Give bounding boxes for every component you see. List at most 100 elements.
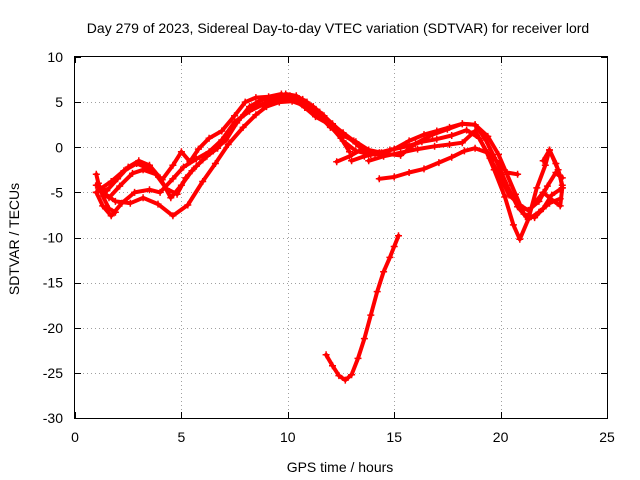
data-point [322,351,330,359]
y-tick-label: -5 [51,184,64,200]
data-point [354,354,362,362]
data-point [194,145,202,153]
data-point [390,243,398,250]
data-point [435,159,443,167]
data-point [158,176,166,184]
data-point [92,188,100,196]
data-point [460,147,468,155]
data-point [111,208,119,216]
data-point [275,98,283,106]
data-point [329,362,336,370]
data-point [458,139,466,147]
data-point [514,170,522,178]
data-point [531,199,539,207]
data-point [218,127,226,135]
data-point [418,138,426,146]
y-axis-label: SDTVAR / TECUs [6,183,22,295]
grid [75,57,607,418]
x-tick-label: 20 [493,429,509,445]
data-point [303,98,311,106]
data-point [326,122,334,130]
y-tick-label: 10 [47,49,63,65]
data-point [380,152,388,160]
data-point [339,137,347,145]
data-point [335,372,343,380]
x-tick-label: 10 [280,429,296,445]
data-point [390,173,398,181]
data-point [395,232,402,240]
data-point [246,103,253,111]
data-point [414,145,422,153]
data-point [177,181,185,189]
chart-title: Day 279 of 2023, Sidereal Day-to-day VTE… [87,20,589,36]
data-point [520,210,528,218]
data-point [367,311,375,319]
data-point [431,142,439,150]
data-point [105,205,113,213]
data-point [358,145,366,153]
data-point [501,193,509,201]
plot-frame [74,56,608,419]
data-point [531,214,539,222]
data-point [156,188,164,196]
data-point [222,136,230,144]
data-point [484,149,492,157]
y-tick-label: -25 [43,365,63,381]
data-point [111,197,119,205]
data-point [509,221,517,229]
data-point [373,288,381,296]
data-point [397,149,405,157]
data-point [233,119,241,127]
data-point [541,161,549,169]
data-point [239,123,247,131]
data-point [503,169,511,176]
data-point [205,134,213,142]
x-axis-label: GPS time / hours [287,459,394,475]
data-point [386,253,394,261]
data-point [188,167,196,175]
data-point [116,182,124,190]
y-tick-label: -20 [43,320,63,336]
data-point [471,144,479,152]
data-point [405,169,413,176]
data-point [107,178,115,185]
data-point [543,182,551,190]
data-point [292,92,300,100]
data-point [446,123,453,131]
data-point [263,103,270,111]
data-point [184,201,192,209]
data-point [375,175,383,183]
data-point [209,147,217,155]
data-point [339,130,347,138]
data-point [546,146,553,154]
data-point [492,157,500,165]
data-point [133,160,141,167]
data-point [420,131,428,139]
data-point [277,90,285,98]
data-point [265,93,273,101]
data-point [146,186,153,194]
data-point [177,148,185,156]
data-point [471,127,479,135]
x-tick-label: 5 [178,429,186,445]
data-point [548,196,556,204]
x-tick-label: 25 [599,429,615,445]
y-tick-label: 5 [55,94,63,110]
data-point [512,190,519,198]
data-point [99,192,107,200]
data-point [556,172,564,180]
data-point [139,194,147,202]
data-point [92,170,100,178]
data-point [505,191,513,199]
data-point [471,121,479,129]
series-line [96,93,365,200]
data-point [448,132,456,139]
data-series [92,90,566,384]
data-point [211,160,219,167]
data-point [484,132,492,140]
data-point [539,157,547,165]
data-point [365,157,373,165]
data-point [120,167,128,175]
data-point [420,165,428,173]
